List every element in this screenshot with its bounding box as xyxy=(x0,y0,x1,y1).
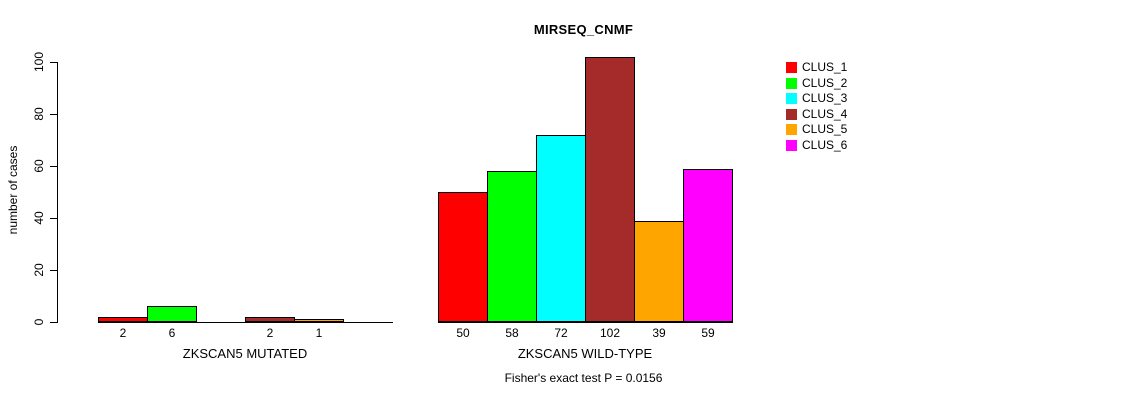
y-axis-line xyxy=(57,62,58,323)
legend-swatch-clus_3 xyxy=(786,92,797,104)
legend-entry: CLUS_1 xyxy=(786,61,847,73)
y-tick-mark xyxy=(50,114,57,115)
bar-clus_1 xyxy=(98,317,148,322)
y-axis-label: number of cases xyxy=(6,145,20,235)
bar-clus_2 xyxy=(487,171,537,322)
bar-value-label: 58 xyxy=(505,326,519,340)
y-tick-label: 40 xyxy=(32,211,46,225)
legend-label: CLUS_2 xyxy=(802,75,848,90)
legend-entry: CLUS_4 xyxy=(786,108,847,120)
bar-value-label: 2 xyxy=(266,326,274,340)
legend-label: CLUS_3 xyxy=(802,90,848,105)
bar-value-label: 1 xyxy=(315,326,323,340)
bar-clus_3 xyxy=(536,135,586,322)
y-tick-mark xyxy=(50,62,57,63)
fisher-test-annotation: Fisher's exact test P = 0.0156 xyxy=(504,371,663,385)
y-tick-label: 80 xyxy=(32,107,46,121)
bar-value-label: 50 xyxy=(456,326,470,340)
x-axis-group-label: ZKSCAN5 MUTATED xyxy=(182,346,308,361)
bar-clus_4 xyxy=(245,317,295,322)
bar-clus_1 xyxy=(438,192,488,322)
chart-title: MIRSEQ_CNMF xyxy=(533,22,634,37)
bar-value-label: 59 xyxy=(701,326,715,340)
y-tick-mark xyxy=(50,166,57,167)
y-tick-label: 60 xyxy=(32,159,46,173)
y-tick-mark xyxy=(50,218,57,219)
x-axis-group-label: ZKSCAN5 WILD-TYPE xyxy=(517,346,653,361)
legend-swatch-clus_2 xyxy=(786,77,797,89)
y-tick-mark xyxy=(50,270,57,271)
bar-clus_6 xyxy=(683,169,733,322)
legend-swatch-clus_6 xyxy=(786,139,797,151)
group-baseline xyxy=(438,322,733,323)
legend-entry: CLUS_3 xyxy=(786,92,847,104)
legend-label: CLUS_1 xyxy=(802,59,848,74)
legend-label: CLUS_5 xyxy=(802,121,848,136)
legend-entry: CLUS_2 xyxy=(786,77,847,89)
bar-value-label: 102 xyxy=(599,326,621,340)
legend-swatch-clus_1 xyxy=(786,61,797,73)
y-tick-label: 20 xyxy=(32,263,46,277)
y-tick-label: 100 xyxy=(32,51,46,73)
bar-value-label: 72 xyxy=(554,326,568,340)
bar-value-label: 6 xyxy=(168,326,176,340)
bar-clus_5 xyxy=(294,319,344,322)
legend-swatch-clus_5 xyxy=(786,123,797,135)
bar-clus_2 xyxy=(147,306,197,322)
y-tick-label: 0 xyxy=(32,318,46,326)
legend-entry: CLUS_5 xyxy=(786,123,847,135)
group-baseline xyxy=(98,322,393,323)
bar-clus_4 xyxy=(585,57,635,322)
bar-value-label: 39 xyxy=(652,326,666,340)
bar-value-label: 2 xyxy=(119,326,127,340)
bar-clus_5 xyxy=(634,221,684,322)
legend-label: CLUS_4 xyxy=(802,106,848,121)
legend-entry: CLUS_6 xyxy=(786,139,847,151)
y-tick-mark xyxy=(50,322,57,323)
legend-swatch-clus_4 xyxy=(786,108,797,120)
legend-label: CLUS_6 xyxy=(802,137,848,152)
